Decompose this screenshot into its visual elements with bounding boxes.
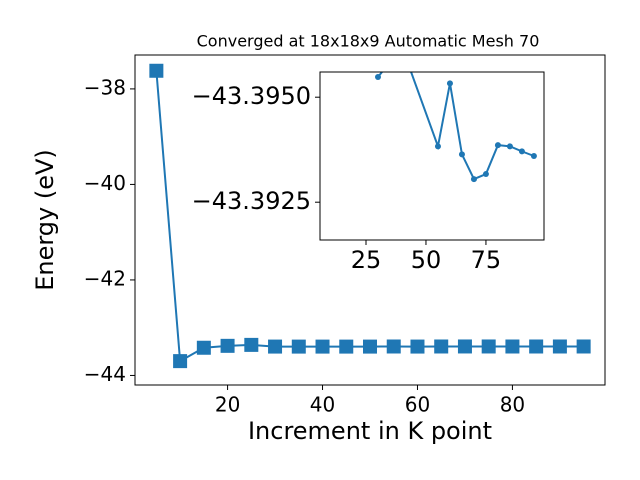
y-tick-label: −42 [84,266,126,290]
inset-background [320,72,544,240]
x-tick-label: 80 [500,393,525,417]
y-tick-label: −40 [84,171,126,195]
data-marker [518,148,525,155]
data-marker [530,153,537,159]
y-tick-label: −43.3925 [192,187,311,215]
y-tick-label: −43.3950 [192,82,311,110]
x-tick-label: 50 [411,246,442,274]
x-tick-label: 60 [405,393,430,417]
data-marker [315,339,330,354]
data-marker [470,176,477,183]
data-marker [529,339,544,354]
data-marker [576,339,591,354]
y-axis-label: Energy (eV) [31,149,59,291]
data-marker [481,339,496,354]
y-tick-label: −44 [84,362,126,386]
data-marker [552,339,567,354]
data-marker [434,339,449,354]
data-marker [363,339,377,354]
x-tick-label: 75 [471,246,502,274]
data-marker [339,339,354,354]
data-marker [482,171,489,178]
axes-frame [319,71,545,241]
x-tick-label: 25 [351,246,382,274]
data-marker [434,143,441,150]
data-marker [410,339,425,354]
data-marker [374,74,381,81]
x-tick-label: 20 [215,393,240,417]
data-marker [494,142,501,149]
chart-title: Converged at 18x18x9 Automatic Mesh 70 [197,32,540,51]
data-marker [268,339,283,354]
axes-frame [134,54,606,386]
y-tick-label: −38 [84,75,126,99]
data-marker [506,143,513,150]
data-marker [149,63,164,78]
data-marker [173,354,188,369]
x-axis-label: Increment in K point [248,417,492,445]
data-marker [458,151,465,158]
data-marker [446,80,453,87]
data-marker [291,339,306,354]
data-marker [196,340,211,355]
data-marker [386,339,401,354]
x-tick-label: 40 [310,393,335,417]
data-marker [244,337,259,352]
data-marker [220,338,235,353]
data-marker [457,339,472,354]
data-marker [505,339,520,354]
